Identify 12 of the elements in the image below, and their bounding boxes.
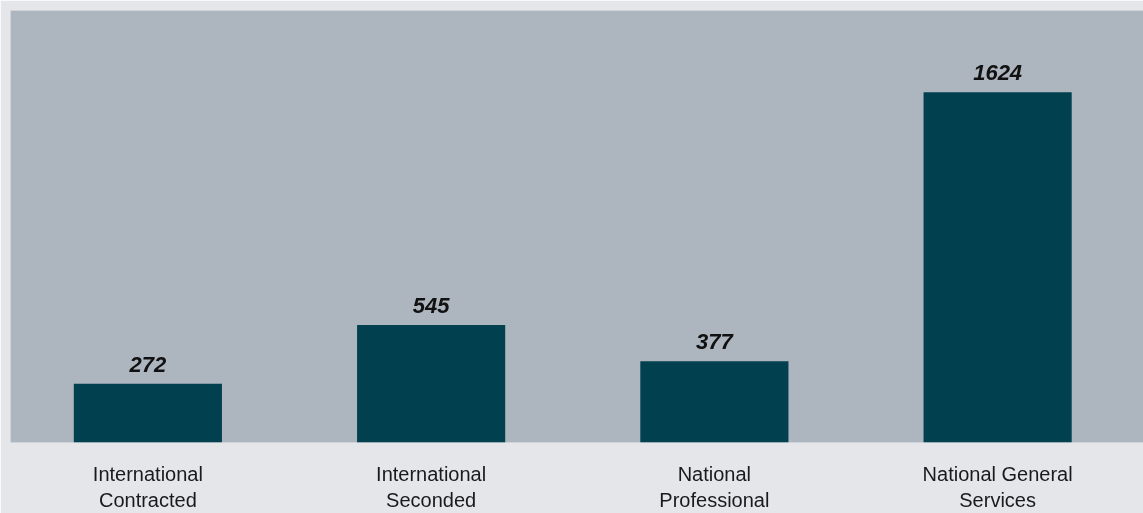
- data-label: 1624: [973, 60, 1023, 86]
- bar: [357, 324, 506, 443]
- x-tick-label: International Contracted: [92, 462, 203, 511]
- x-tick-label: National General Services: [922, 462, 1073, 511]
- bar: [923, 92, 1072, 443]
- bar: [640, 361, 789, 443]
- data-label: 545: [412, 292, 451, 318]
- bar: [73, 383, 222, 443]
- data-label: 272: [128, 351, 167, 377]
- x-tick-label: National Professional: [659, 462, 770, 511]
- data-label: 377: [696, 329, 735, 355]
- x-tick-label: International Seconded: [376, 462, 487, 511]
